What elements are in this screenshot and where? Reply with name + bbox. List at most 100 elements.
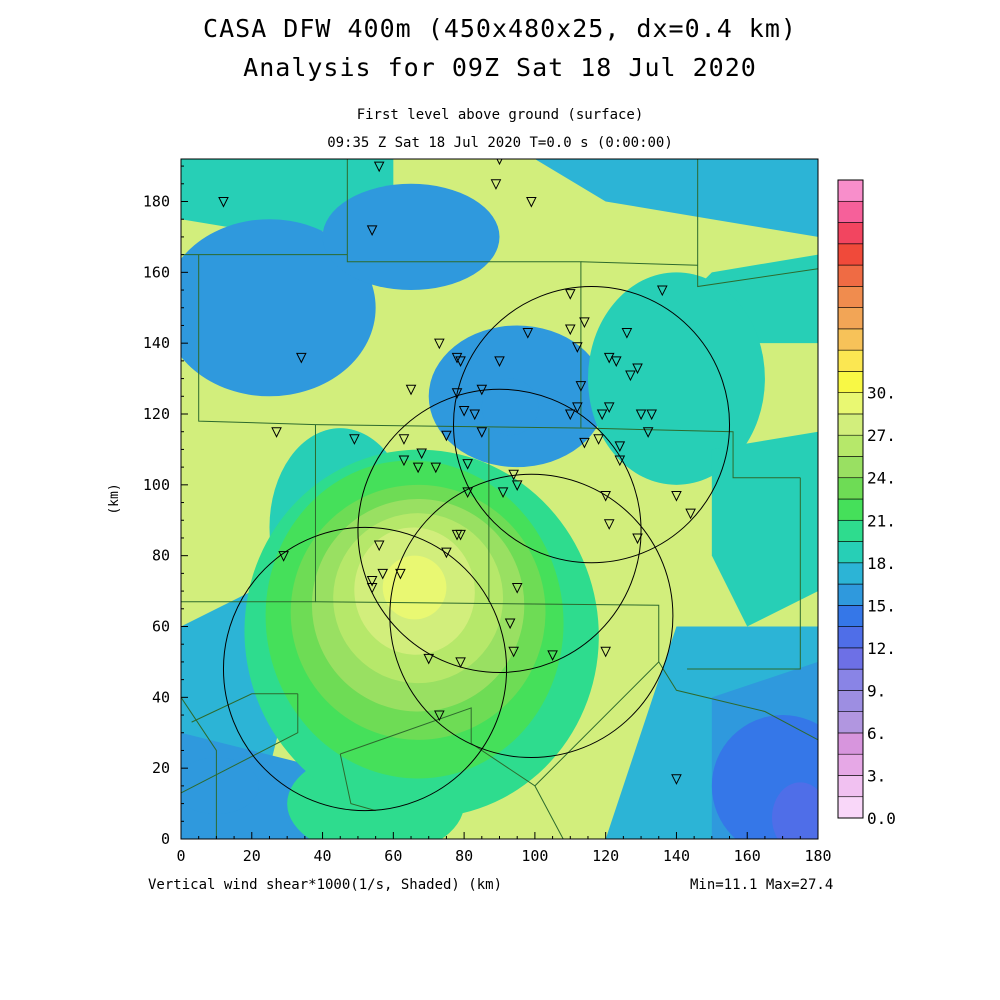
station-marker (462, 487, 473, 499)
colorbar-swatch (837, 498, 864, 521)
y-tick-label: 120 (143, 405, 170, 423)
station-marker (434, 338, 445, 350)
y-tick-label: 40 (152, 688, 170, 706)
colorbar-swatch (837, 711, 864, 734)
station-marker (625, 370, 636, 382)
station-marker (377, 568, 389, 580)
x-tick-label: 160 (734, 847, 761, 865)
colorbar-tick-label: 21. (867, 511, 896, 530)
station-marker (349, 434, 360, 445)
colorbar-swatch (837, 605, 864, 627)
station-marker (564, 409, 576, 421)
colorbar-tick-label: 30. (867, 384, 896, 403)
colorbar-tick-label: 12. (867, 639, 896, 658)
colorbar-swatch (837, 371, 864, 393)
x-tick-label: 60 (384, 847, 402, 865)
station-marker (423, 653, 435, 665)
colorbar-swatch (837, 286, 864, 308)
shear-contour (772, 782, 818, 839)
radar-range-ring (389, 473, 674, 759)
county-line (198, 254, 801, 479)
station-marker (526, 197, 537, 208)
colorbar: 0.0 3. 6. 9. 12. 15. 18. 21. 24. 27. 30. (837, 179, 896, 828)
shear-contour (181, 159, 818, 344)
y-tick-label: 80 (152, 547, 170, 565)
station-marker (462, 459, 473, 470)
station-marker (547, 650, 558, 661)
station-marker (451, 388, 463, 399)
colorbar-swatch (837, 626, 864, 649)
station-marker (508, 646, 519, 658)
station-marker (635, 409, 647, 421)
colorbar-swatch (837, 753, 864, 776)
colorbar-swatch (837, 796, 864, 819)
y-axis: 0 20 40 60 80 100 120 140 160 180 (143, 165, 188, 848)
colorbar-swatch (837, 200, 864, 223)
shear-contour (181, 757, 259, 815)
station-marker (621, 328, 633, 339)
colorbar-swatch (837, 328, 864, 351)
colorbar-tick-label: 0.0 (867, 809, 896, 828)
x-tick-label: 100 (521, 847, 548, 865)
y-axis-label: (km) (107, 483, 122, 514)
station-marker (451, 352, 463, 364)
field-variable-label: Vertical wind shear*1000(1/s, Shaded) (k… (148, 877, 503, 893)
station-marker (671, 490, 682, 502)
county-line (534, 661, 818, 787)
station-marker (522, 328, 534, 339)
county-line (339, 753, 376, 812)
station-marker (671, 774, 682, 785)
colorbar-swatch (837, 307, 864, 330)
station-marker (614, 441, 626, 452)
radar-range-ring (222, 526, 508, 812)
station-marker (455, 356, 466, 367)
station-marker (575, 381, 587, 392)
colorbar-swatch (837, 668, 864, 691)
county-line (181, 693, 299, 794)
radar-range-ring (357, 388, 642, 674)
station-marker (455, 529, 466, 541)
y-tick-label: 140 (143, 334, 170, 352)
colorbar-swatch (837, 243, 864, 266)
station-marker (632, 533, 643, 545)
colorbar-swatch (837, 434, 864, 457)
shear-contour (322, 183, 500, 291)
colorbar-tick-label: 3. (867, 766, 886, 785)
colorbar-swatch (837, 541, 864, 564)
station-marker (271, 427, 282, 438)
station-marker (504, 618, 516, 630)
station-marker (685, 508, 696, 520)
shear-contour (181, 219, 376, 397)
station-marker (632, 363, 643, 375)
y-tick-label: 0 (161, 830, 170, 848)
station-marker (441, 430, 452, 442)
station-marker (610, 356, 622, 367)
colorbar-swatch (837, 583, 864, 606)
shear-contour (481, 378, 539, 436)
colorbar-swatch (837, 690, 864, 712)
x-axis: 0 20 40 60 80 100 120 140 160 180 (176, 832, 832, 865)
county-line (340, 707, 564, 839)
shear-contour (711, 431, 818, 627)
station-marker (218, 197, 229, 208)
station-marker (398, 434, 410, 445)
station-marker (366, 583, 378, 594)
station-marker (476, 427, 488, 438)
station-marker (458, 405, 470, 417)
station-marker (603, 519, 615, 530)
level-label: First level above ground (surface) (356, 107, 644, 123)
colorbar-tick-label: 6. (867, 724, 886, 743)
station-marker (278, 551, 289, 562)
station-marker (564, 289, 576, 300)
station-marker (398, 455, 410, 467)
station-marker (490, 179, 502, 190)
station-marker (511, 480, 523, 491)
chart-subtitle: Analysis for 09Z Sat 18 Jul 2020 (243, 53, 757, 82)
colorbar-swatch (837, 456, 864, 479)
station-marker (416, 448, 427, 460)
station-marker (296, 352, 307, 364)
colorbar-swatch (837, 732, 864, 755)
station-marker (642, 427, 654, 438)
station-marker (405, 384, 417, 396)
